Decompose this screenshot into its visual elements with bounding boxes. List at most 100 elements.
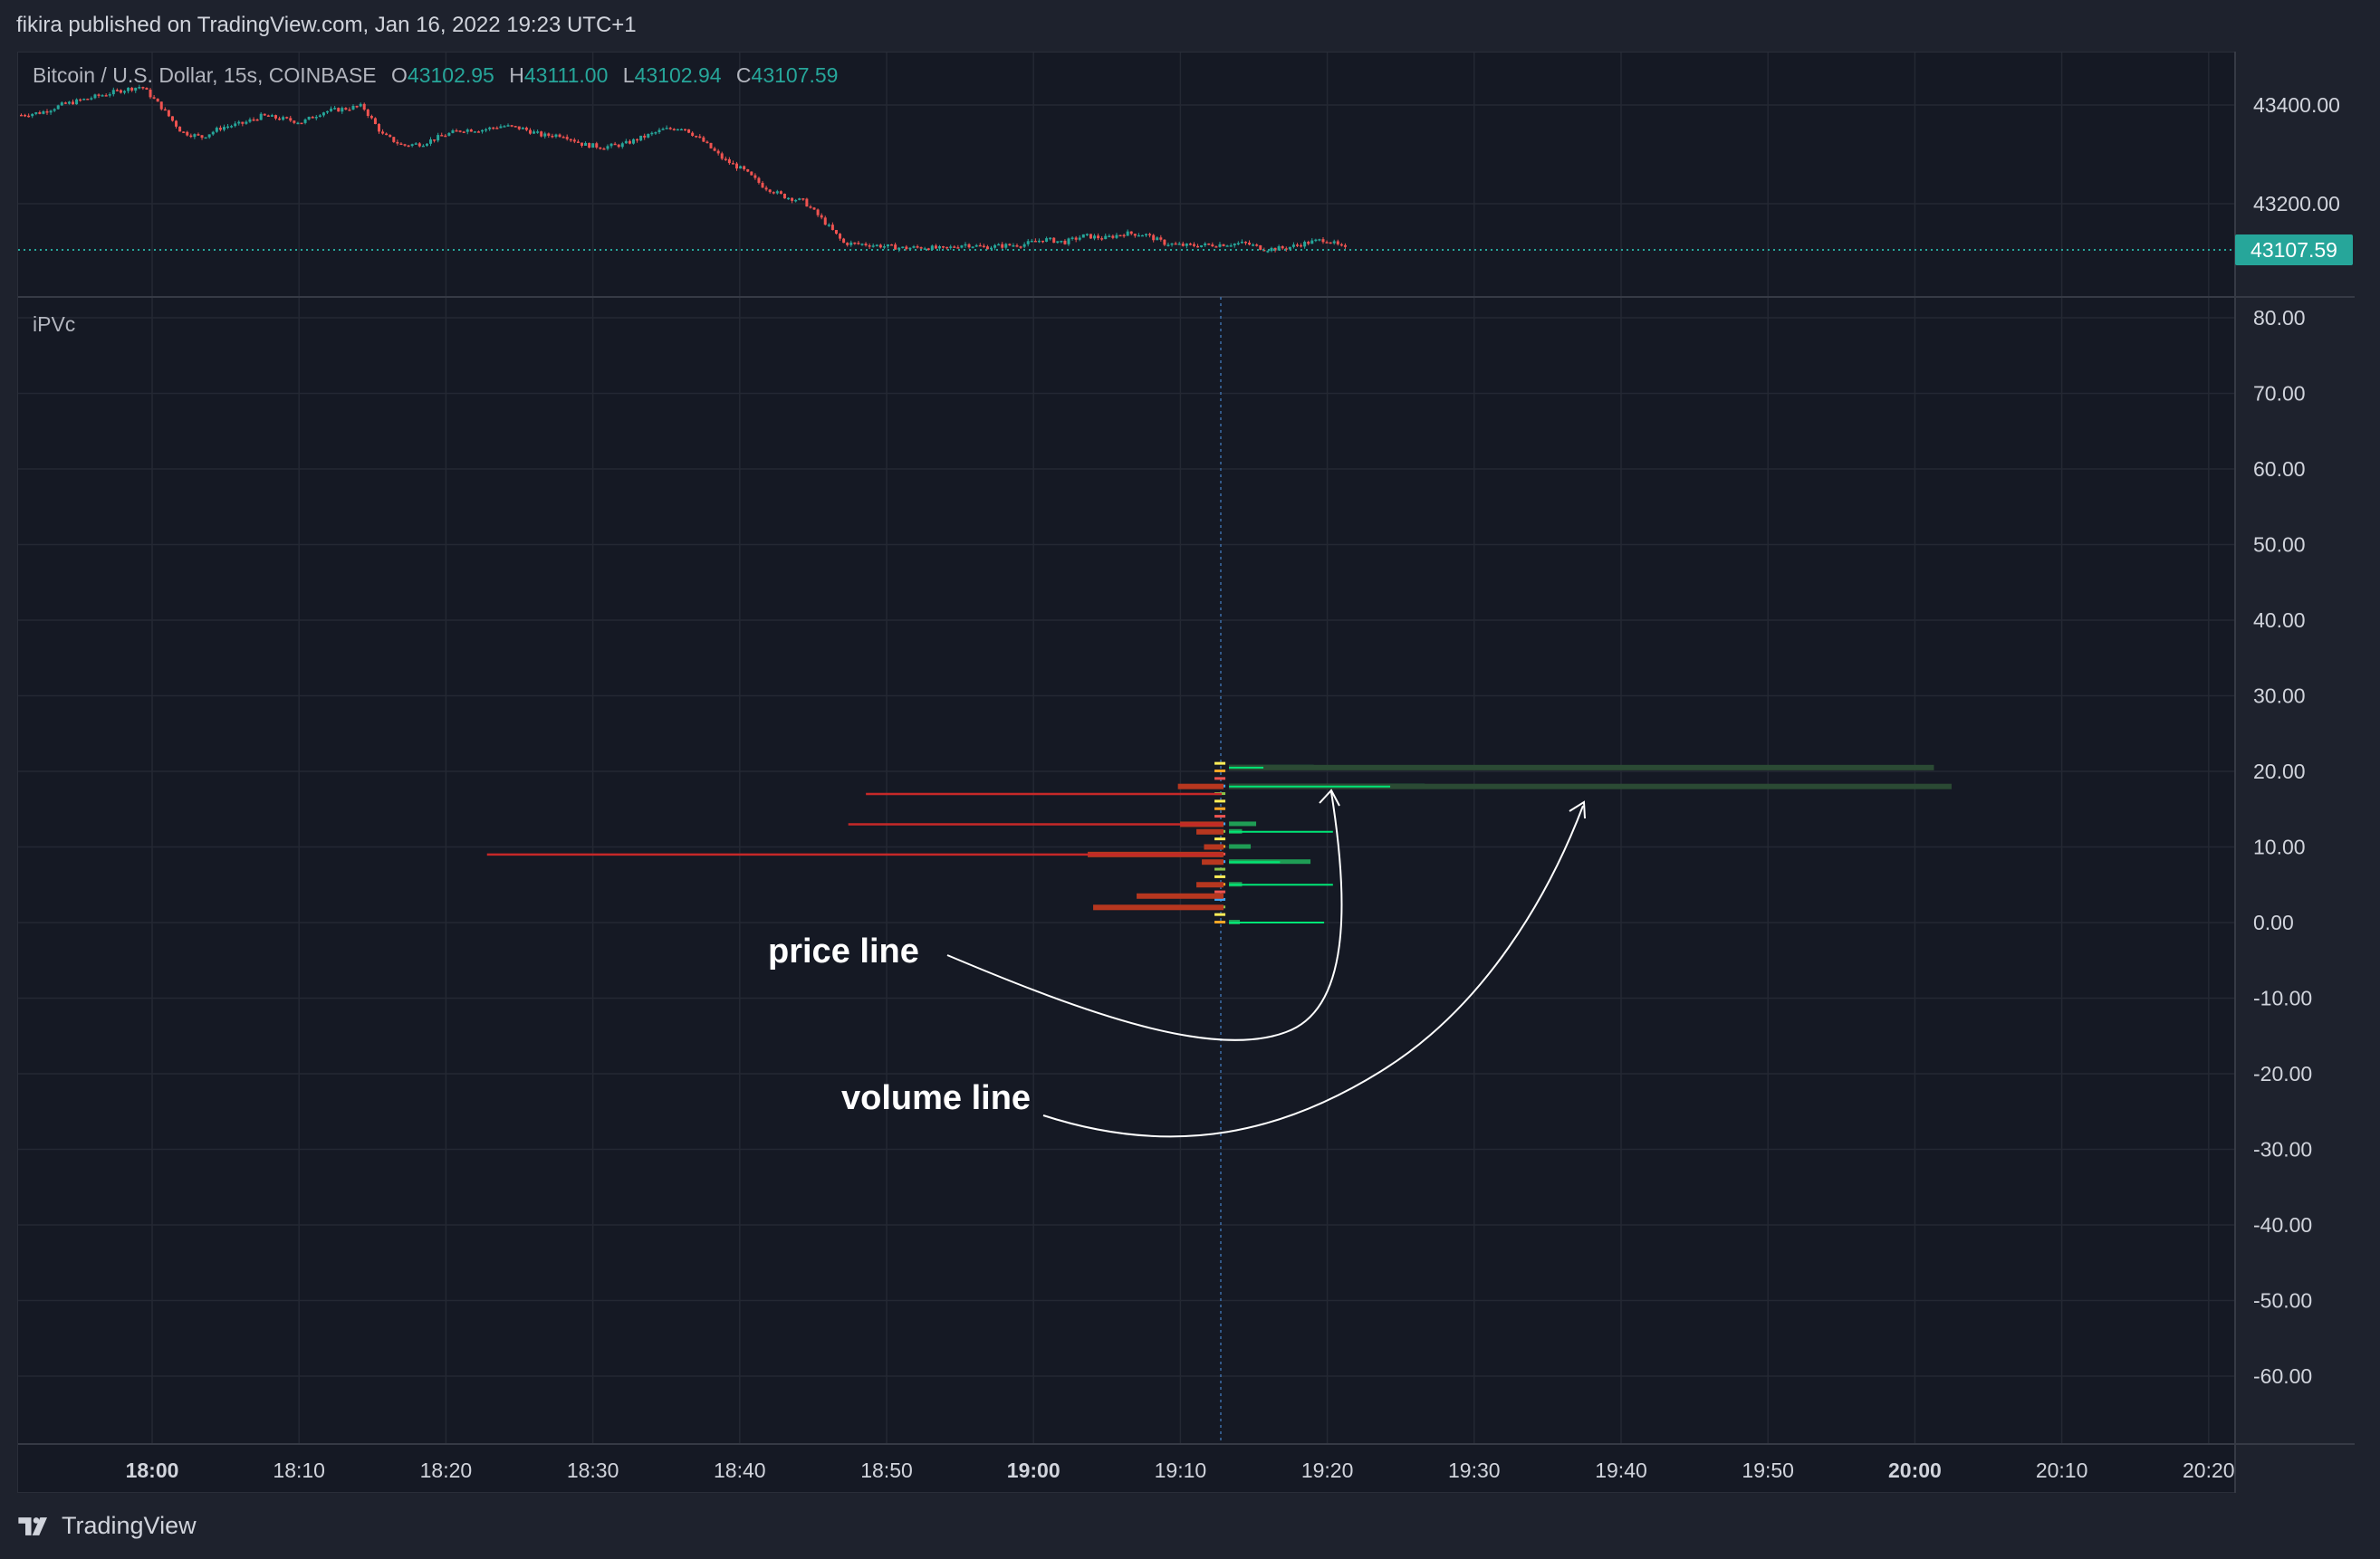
candle-body [115, 90, 119, 91]
candle-body [407, 145, 410, 148]
candle-body [791, 197, 794, 201]
candle-body [278, 118, 282, 120]
candle-body [1049, 237, 1052, 240]
candle-body [849, 242, 853, 245]
candle-body [591, 143, 595, 148]
candle-body [296, 122, 300, 125]
candle-body [476, 131, 480, 133]
candle-body [49, 110, 53, 113]
candle-body [300, 122, 303, 125]
tradingview-logo[interactable]: TradingView [18, 1512, 197, 1540]
candle-body [274, 115, 277, 119]
symbol-name[interactable]: Bitcoin / U.S. Dollar, 15s, COINBASE [33, 63, 377, 87]
candle-body [967, 244, 971, 248]
profile-bar-red [1177, 783, 1224, 789]
candle-body [63, 102, 67, 104]
candle-body [237, 121, 241, 124]
candle-body [1004, 244, 1008, 248]
candle-body [860, 244, 864, 245]
candle-body [1093, 235, 1097, 239]
candle-body [197, 134, 200, 136]
profile-tick [1214, 890, 1226, 894]
candle-body [1022, 244, 1026, 247]
candle-body [853, 242, 857, 244]
candle-body [871, 245, 875, 247]
high-value: 43111.00 [523, 63, 609, 87]
candle-body [226, 126, 230, 129]
candle-body [293, 120, 296, 123]
candle-body [366, 110, 369, 117]
candle-body [613, 143, 617, 146]
candle-body [1277, 246, 1281, 251]
candle-body [123, 91, 127, 93]
candle-body [650, 132, 654, 135]
candle-body [1307, 242, 1310, 244]
candle-body [1037, 240, 1041, 243]
candle-body [325, 110, 329, 113]
candle-body [798, 198, 801, 200]
candle-body [1281, 246, 1284, 249]
candle-body [34, 112, 38, 114]
candle-body [1252, 244, 1255, 246]
candle-body [1078, 237, 1081, 240]
profile-tick [1214, 867, 1226, 871]
candle-body [820, 215, 823, 218]
candle-body [521, 127, 524, 129]
candle-body [1133, 234, 1137, 236]
time-axis-label: 18:40 [714, 1459, 766, 1482]
annotation-arrows [946, 789, 1586, 1138]
candle-body [344, 108, 348, 110]
candle-body [517, 126, 521, 129]
candle-body [1067, 238, 1070, 244]
grid-lines [18, 53, 2235, 1443]
candle-body [894, 244, 897, 250]
candle-body [1192, 244, 1195, 246]
candle-body [753, 175, 757, 178]
candle-body [787, 197, 791, 200]
candle-body [127, 87, 130, 91]
candle-body [554, 134, 558, 138]
time-axis-label: 18:00 [126, 1459, 179, 1482]
candle-body [234, 123, 237, 127]
indicator-axis-label: 70.00 [2253, 382, 2306, 406]
candle-body [492, 127, 495, 129]
candle-body [942, 245, 945, 248]
profile-bar-red [1137, 893, 1224, 899]
candle-body [75, 99, 79, 105]
candle-body [359, 103, 362, 107]
indicator-legend[interactable]: iPVc [33, 312, 76, 336]
candle-body [399, 143, 403, 146]
candle-body [919, 247, 923, 249]
candle-body [731, 163, 734, 165]
candle-body [823, 217, 827, 225]
candle-body [997, 244, 1001, 246]
candle-body [923, 248, 926, 250]
time-axis-label: 19:20 [1301, 1459, 1354, 1482]
candle-body [465, 129, 469, 132]
volume-line [1229, 764, 1934, 770]
candle-body [878, 244, 882, 248]
candle-body [1284, 248, 1288, 250]
candle-body [964, 244, 967, 246]
candle-body [1343, 244, 1347, 247]
candle-body [1291, 244, 1295, 247]
candle-body [639, 135, 643, 141]
candle-body [584, 142, 588, 146]
time-axis-label: 19:50 [1742, 1459, 1794, 1482]
candle-body [1070, 237, 1074, 239]
candle-body [134, 87, 138, 91]
candle-body [764, 187, 768, 190]
candle-body [1122, 234, 1126, 237]
candle-body [1074, 237, 1078, 240]
volume-line-arrow [1042, 805, 1584, 1138]
profile-bar-green [1229, 844, 1252, 849]
candle-body [314, 117, 318, 119]
publisher-line: fikira published on TradingView.com, Jan… [16, 13, 637, 37]
candle-body [1332, 241, 1336, 244]
chart-area[interactable] [17, 52, 2236, 1493]
candle-body [72, 101, 75, 105]
symbol-legend[interactable]: Bitcoin / U.S. Dollar, 15s, COINBASE O43… [33, 63, 838, 88]
candle-body [145, 88, 149, 91]
candle-body [27, 115, 31, 118]
